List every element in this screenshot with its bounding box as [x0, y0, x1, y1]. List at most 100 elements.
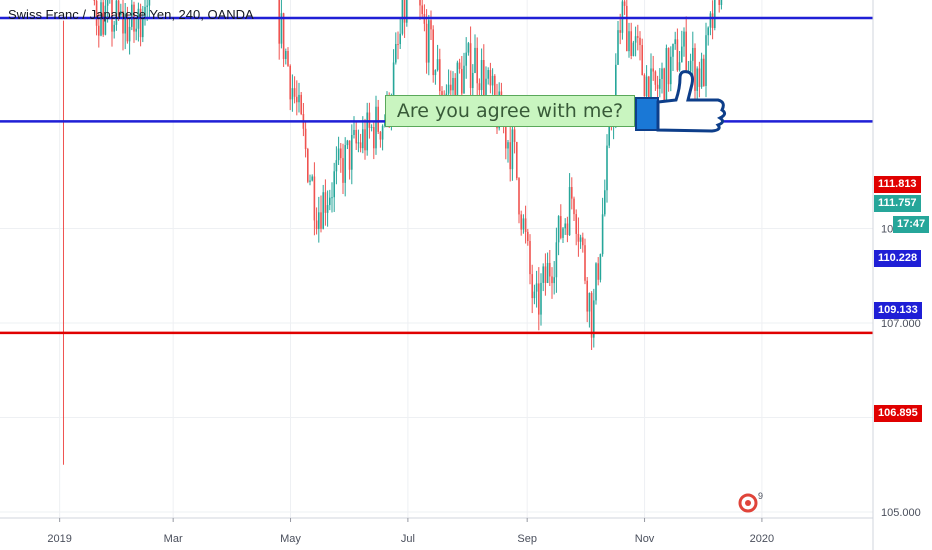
candle-body [626, 5, 628, 52]
candle-body [285, 51, 287, 59]
x-tick-label: Nov [635, 533, 655, 545]
candle-body [623, 1, 626, 6]
trendspider-logo-icon: 9 [738, 491, 763, 513]
candle-body [670, 56, 672, 85]
candle-body [122, 10, 124, 34]
candle-body [694, 47, 696, 91]
candle-body [718, 0, 720, 5]
candle-body [311, 176, 313, 181]
candle-body [683, 31, 685, 47]
candle-body [465, 52, 467, 66]
candle-body [630, 31, 632, 57]
candle-body [131, 4, 133, 27]
candle-body [654, 71, 657, 85]
candle-body [608, 120, 610, 146]
candles [62, 0, 723, 465]
candle-body [293, 88, 296, 97]
candle-body [672, 44, 674, 57]
price-label-timer: 17:47 [893, 216, 930, 233]
chart-title: Swiss Franc / Japanese Yen, 240, OANDA [8, 7, 254, 22]
candle-body [300, 94, 302, 115]
candle-body [533, 291, 536, 299]
candle-body [450, 84, 452, 91]
candle-body [507, 142, 509, 149]
candle-body [104, 5, 107, 35]
candle-body [617, 30, 619, 65]
candle-body [298, 94, 300, 103]
candle-body [588, 292, 591, 312]
candle-body [106, 0, 109, 6]
candle-body [146, 5, 148, 7]
candle-body [95, 0, 98, 26]
y-tick-label: 105.000 [881, 507, 921, 519]
horizontal-levels[interactable] [0, 0, 873, 335]
candle-body [115, 0, 118, 25]
candle-body [667, 48, 670, 85]
candle-body [516, 141, 518, 179]
candle-body [575, 214, 577, 234]
candle-body [571, 187, 573, 199]
candle-body [641, 45, 643, 76]
candle-body [357, 142, 360, 144]
candle-body [485, 78, 487, 98]
candle-body [489, 70, 492, 86]
candle-body [296, 96, 298, 103]
candle-body [425, 23, 428, 63]
candle-body [595, 263, 597, 301]
candle-body [509, 142, 511, 170]
candle-body [604, 190, 606, 215]
candle-body [419, 0, 421, 6]
candle-body [472, 72, 474, 89]
candle-body [579, 237, 582, 242]
candle-body [568, 187, 571, 236]
candle-body [351, 135, 353, 170]
x-tick-label: 2019 [47, 533, 71, 545]
candle-body [377, 106, 379, 132]
candle-body [304, 128, 307, 150]
candle-body [648, 76, 650, 113]
candle-body [454, 77, 456, 107]
candle-body [342, 158, 344, 183]
candle-body [381, 125, 384, 140]
candle-body [650, 68, 652, 113]
candle-body [584, 245, 586, 281]
candle-body [359, 142, 362, 149]
candle-body [474, 47, 476, 73]
candle-body [698, 68, 701, 87]
callout-box[interactable]: Are you agree with me? [385, 95, 635, 127]
candle-body [696, 68, 698, 91]
candle-body [659, 78, 661, 89]
candle-body [685, 31, 687, 81]
candle-body [467, 43, 470, 53]
candle-body [637, 36, 639, 38]
candle-body [720, 0, 723, 5]
candle-body [529, 241, 531, 275]
candle-body [315, 220, 318, 230]
candle-body [634, 36, 637, 43]
candle-body [540, 282, 542, 315]
candle-body [428, 20, 430, 63]
candle-body [128, 26, 131, 42]
x-tick-label: 2020 [750, 533, 774, 545]
candle-body [562, 228, 564, 238]
candle-body [329, 197, 331, 206]
candle-body [331, 197, 333, 199]
candle-body [318, 212, 320, 230]
candle-body [111, 0, 113, 32]
candle-body [546, 262, 549, 283]
candle-body [700, 58, 703, 87]
candle-body [711, 13, 714, 29]
price-axis-bg[interactable] [873, 0, 932, 550]
candle-body [531, 274, 533, 299]
candle-body [678, 62, 681, 71]
candle-body [590, 292, 593, 338]
candle-body [555, 242, 558, 278]
candle-body [491, 75, 494, 86]
candle-body [135, 28, 137, 32]
candle-body [441, 91, 443, 98]
candle-body [403, 0, 406, 23]
x-tick-label: Jul [401, 533, 415, 545]
candle-body [542, 266, 544, 283]
price-label-109133: 109.133 [874, 302, 922, 319]
